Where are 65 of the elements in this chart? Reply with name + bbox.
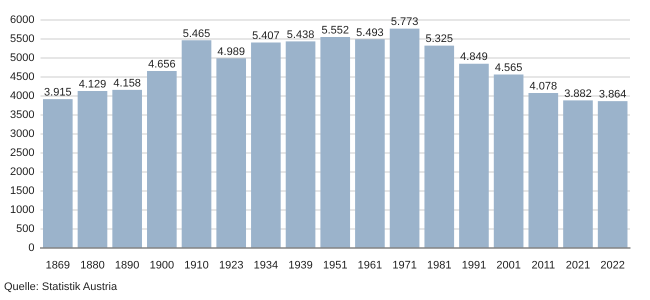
data-label: 5.552 [321,24,349,37]
y-tick-label: 4000 [10,90,34,102]
x-tick-label: 1880 [80,259,105,272]
bar [112,90,142,248]
y-tick-label: 5500 [10,33,34,46]
data-label: 5.773 [390,16,418,28]
y-tick-label: 6000 [10,14,34,26]
data-label: 4.158 [113,77,141,90]
y-tick-label: 2500 [10,146,34,159]
bar [598,101,628,248]
y-tick-label: 1500 [10,184,34,197]
bar [147,71,177,248]
data-label: 4.129 [78,78,106,91]
bar [424,46,454,248]
data-label: 5.438 [286,28,314,41]
data-label: 4.989 [217,46,245,58]
bar [355,39,385,248]
data-label: 3.915 [44,86,72,99]
y-tick-label: 3500 [10,108,34,121]
x-tick-label: 2001 [496,259,521,272]
y-tick-label: 0 [28,242,34,254]
x-tick-label: 1971 [392,259,417,272]
bar [216,58,246,248]
bar [528,92,558,248]
bar [459,64,489,248]
data-label: 5.465 [182,28,210,40]
x-tick-label: 1890 [114,259,140,272]
x-tick-label: 1934 [254,259,278,272]
x-tick-label: 2011 [531,259,556,272]
x-tick-label: 1951 [322,259,348,272]
x-tick-label: 1981 [427,259,452,272]
data-label: 4.656 [148,58,176,71]
data-label: 3.882 [564,88,592,100]
y-tick-label: 3000 [10,128,34,140]
x-tick-label: 2021 [566,259,590,272]
bar [563,100,593,248]
data-label: 4.078 [530,80,558,93]
x-tick-label: 1900 [150,259,174,272]
x-tick-label: 1961 [358,259,382,272]
bar [494,74,524,248]
y-tick-label: 4500 [10,70,34,83]
bar [286,41,316,248]
bar [182,40,212,248]
bar [320,37,350,248]
data-label: 4.565 [494,62,522,74]
y-tick-label: 1000 [10,204,34,216]
data-label: 5.325 [426,33,454,46]
y-tick-label: 2000 [10,166,34,178]
x-tick-label: 2022 [600,259,625,272]
bar [78,91,108,248]
x-tick-label: 1991 [462,259,486,272]
data-label: 5.407 [252,30,280,42]
x-tick-label: 1923 [218,259,244,272]
data-label: 3.864 [598,88,626,101]
x-tick-label: 1910 [184,259,209,272]
data-label: 4.849 [460,51,488,64]
source-note: Quelle: Statistik Austria [4,281,118,293]
bar [390,28,420,248]
x-tick-label: 1869 [46,259,70,272]
data-label: 5.493 [356,26,384,39]
x-tick-label: 1939 [288,259,313,272]
bar [42,99,73,248]
y-tick-label: 500 [16,222,34,235]
y-tick-label: 5000 [10,52,34,64]
bar [251,42,281,248]
